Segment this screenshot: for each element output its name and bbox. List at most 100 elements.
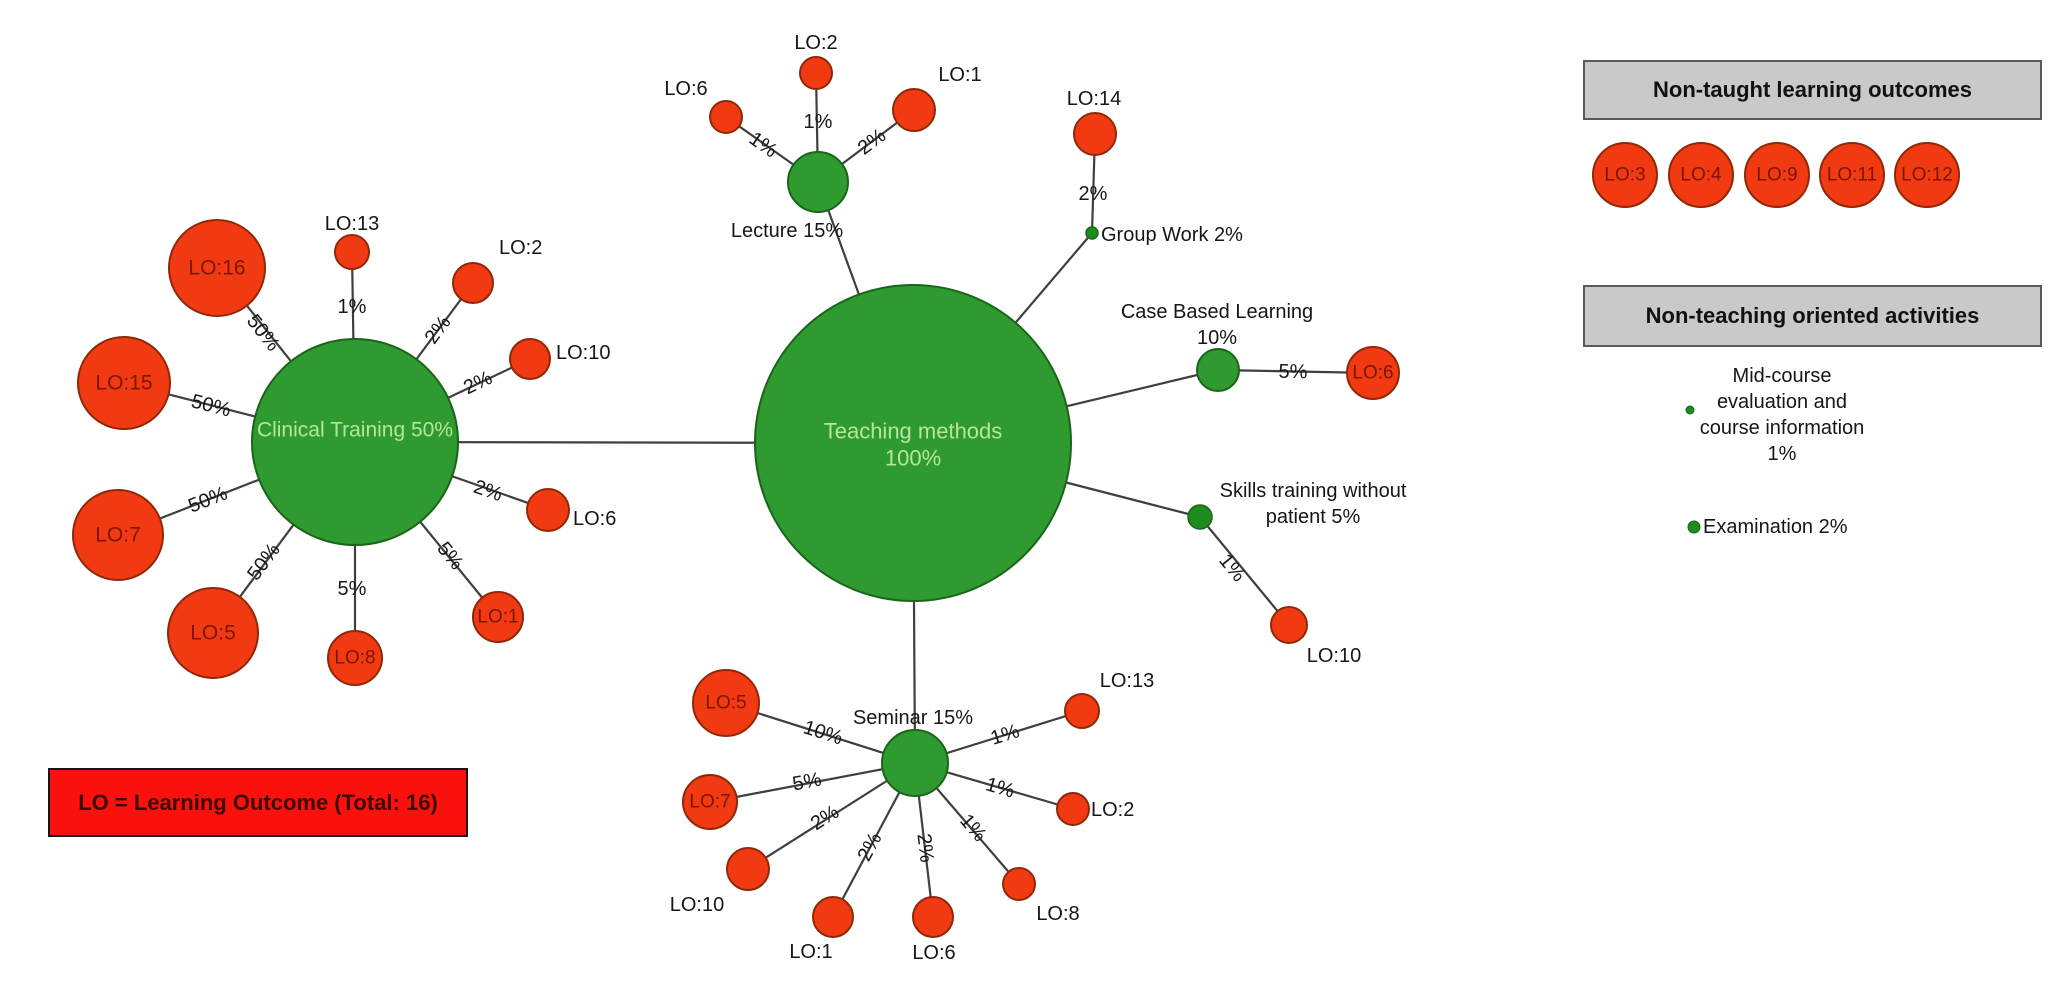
node-skills-training (1187, 504, 1213, 530)
node-case-based-learning-label: Case Based Learning (1121, 301, 1313, 323)
node-lecture-lo-6 (709, 100, 743, 134)
edge-label-seminar-lo-5: 10% (801, 716, 846, 749)
edge-label-clinical-training-lo-15: 50% (189, 390, 233, 421)
edge-label-seminar-lo-7: 5% (791, 768, 824, 795)
node-seminar-lo-13-label: LO:13 (1100, 670, 1154, 692)
node-skills-training-lo-10-label: LO:10 (1307, 645, 1361, 667)
node-group-work (1085, 226, 1099, 240)
non-taught-lo-11 (1819, 142, 1885, 208)
node-seminar-lo-7 (682, 774, 738, 830)
edge-label-clinical-training-lo-2: 2% (421, 312, 456, 348)
edge-label-case-based-learning-lo-6: 5% (1278, 361, 1308, 384)
node-seminar-lo-6-label: LO:6 (912, 942, 955, 964)
edge-label-seminar-lo-2: 1% (983, 773, 1017, 802)
edge-skills-training-lo-10 (1199, 516, 1290, 626)
node-clinical-training-lo-10-label: LO:10 (556, 342, 610, 364)
node-teaching-methods-label: 100% (885, 446, 941, 471)
edge-label-clinical-training-lo-13: 1% (338, 296, 367, 318)
non-taught-header: Non-taught learning outcomes (1583, 60, 2042, 120)
edge-label-lecture-lo-2: 1% (804, 111, 833, 133)
node-clinical-training-lo-6 (526, 488, 570, 532)
non-taught-lo-9 (1744, 142, 1810, 208)
node-clinical-training-lo-7 (72, 489, 164, 581)
node-seminar-lo-8 (1002, 867, 1036, 901)
node-clinical-training-lo-7-label: LO:7 (95, 524, 141, 547)
examination-dot (1687, 520, 1701, 534)
non-taught-lo-11-label: LO:11 (1827, 165, 1877, 186)
edge-label-clinical-training-lo-7: 50% (185, 482, 230, 517)
edge-seminar-lo-7 (709, 761, 916, 804)
node-clinical-training-lo-16-label: LO:16 (188, 257, 245, 280)
mid-course-evaluation-label: Mid-course (1733, 365, 1832, 387)
node-lecture-lo-2 (799, 56, 833, 90)
mid-course-evaluation-label: evaluation and (1717, 391, 1847, 413)
node-group-work-label: Group Work 2% (1101, 224, 1243, 246)
node-clinical-training-lo-15-label: LO:15 (95, 372, 152, 395)
non-taught-lo-9-label: LO:9 (1756, 165, 1797, 186)
edge-label-seminar-lo-13: 1% (988, 720, 1022, 750)
node-clinical-training-lo-16 (168, 219, 266, 317)
node-clinical-training-lo-6-label: LO:6 (573, 508, 616, 530)
node-lecture-lo-2-label: LO:2 (794, 32, 837, 54)
node-clinical-training-label: Clinical Training 50% (257, 419, 453, 442)
node-seminar-lo-2 (1056, 792, 1090, 826)
node-seminar-lo-6 (912, 896, 954, 938)
non-taught-lo-4 (1668, 142, 1734, 208)
node-lecture-lo-1 (892, 88, 936, 132)
legend-box: LO = Learning Outcome (Total: 16) (48, 768, 468, 837)
non-taught-lo-3 (1592, 142, 1658, 208)
node-group-work-lo-14-label: LO:14 (1067, 88, 1121, 110)
mid-course-evaluation-dot (1685, 405, 1695, 415)
node-seminar-lo-8-label: LO:8 (1036, 903, 1079, 925)
node-lecture (787, 151, 849, 213)
edge-label-clinical-training-lo-6: 2% (471, 476, 506, 506)
edge-label-seminar-lo-1: 2% (854, 829, 887, 865)
non-taught-lo-3-label: LO:3 (1604, 165, 1645, 186)
legend-label: LO = Learning Outcome (Total: 16) (78, 789, 438, 815)
mid-course-evaluation-label: 1% (1768, 443, 1797, 465)
node-seminar (881, 729, 949, 797)
node-seminar-lo-1 (812, 896, 854, 938)
node-clinical-training-lo-8 (327, 630, 383, 686)
examination-label: Examination 2% (1703, 516, 1848, 538)
edge-label-lecture-lo-1: 2% (854, 124, 890, 159)
node-clinical-training (251, 338, 459, 546)
edge-label-group-work-lo-14: 2% (1079, 183, 1108, 205)
mid-course-evaluation-label: course information (1700, 417, 1865, 439)
node-seminar-lo-5-label: LO:5 (705, 693, 746, 714)
node-clinical-training-lo-2 (452, 262, 494, 304)
node-seminar-lo-7-label: LO:7 (689, 792, 730, 813)
non-teaching-header: Non-teaching oriented activities (1583, 285, 2042, 347)
node-seminar-lo-2-label: LO:2 (1091, 799, 1134, 821)
node-seminar-lo-13 (1064, 693, 1100, 729)
node-clinical-training-lo-1 (472, 591, 524, 643)
node-lecture-lo-6-label: LO:6 (664, 78, 707, 100)
node-skills-training-label: Skills training without (1220, 480, 1407, 502)
non-teaching-header-title: Non-teaching oriented activities (1645, 303, 1980, 328)
node-clinical-training-lo-8-label: LO:8 (334, 648, 375, 669)
node-lecture-label: Lecture 15% (731, 220, 844, 242)
node-skills-training-lo-10 (1270, 606, 1308, 644)
edge-label-clinical-training-lo-8: 5% (338, 578, 367, 600)
node-clinical-training-lo-2-label: LO:2 (499, 237, 542, 259)
node-case-based-learning-lo-6-label: LO:6 (1352, 363, 1393, 384)
edge-label-seminar-lo-10: 2% (807, 801, 843, 835)
edge-label-clinical-training-lo-10: 2% (460, 367, 496, 399)
node-seminar-lo-1-label: LO:1 (789, 941, 832, 963)
non-taught-lo-12-label: LO:12 (1901, 165, 1953, 186)
node-clinical-training-lo-10 (509, 338, 551, 380)
edge-label-skills-training-lo-10: 1% (1214, 550, 1250, 586)
node-lecture-lo-1-label: LO:1 (938, 64, 981, 86)
node-clinical-training-lo-1-label: LO:1 (477, 607, 518, 628)
non-taught-lo-12 (1894, 142, 1960, 208)
non-taught-header-title: Non-taught learning outcomes (1653, 77, 1972, 102)
node-case-based-learning (1196, 348, 1240, 392)
node-clinical-training-lo-13-label: LO:13 (325, 213, 379, 235)
node-seminar-lo-10-label: LO:10 (670, 894, 724, 916)
node-teaching-methods (754, 284, 1072, 602)
node-group-work-lo-14 (1073, 112, 1117, 156)
node-seminar-label: Seminar 15% (853, 707, 973, 729)
edge-label-clinical-training-lo-16: 50% (242, 310, 284, 355)
non-taught-lo-4-label: LO:4 (1680, 165, 1722, 186)
